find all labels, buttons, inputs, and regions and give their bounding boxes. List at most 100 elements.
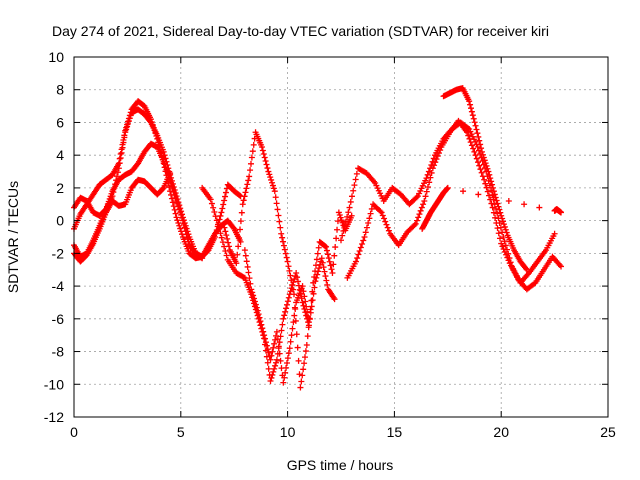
data-point — [124, 123, 131, 130]
data-point — [421, 198, 428, 204]
data-point — [247, 160, 254, 167]
data-point — [251, 295, 258, 302]
data-point — [125, 120, 132, 127]
data-point — [357, 244, 364, 251]
data-point — [505, 198, 512, 204]
data-point — [241, 247, 248, 254]
y-tick-label: -12 — [44, 409, 64, 425]
data-point — [290, 286, 297, 293]
y-tick-label: -10 — [44, 376, 64, 392]
data-point — [318, 255, 325, 262]
data-point — [494, 210, 501, 217]
data-point — [303, 342, 310, 348]
data-point — [498, 240, 505, 247]
data-point — [558, 263, 565, 270]
data-point — [269, 182, 276, 189]
data-point — [475, 159, 482, 166]
data-point — [247, 280, 254, 287]
data-point — [309, 288, 316, 295]
data-point — [475, 191, 482, 198]
data-point — [472, 122, 479, 129]
data-point — [382, 218, 389, 225]
data-point — [426, 179, 433, 186]
data-point — [329, 270, 336, 276]
data-point — [176, 222, 183, 229]
data-point — [312, 262, 319, 269]
data-point — [282, 250, 289, 257]
data-point — [198, 254, 205, 261]
data-point — [313, 256, 320, 263]
data-point — [258, 144, 265, 150]
data-point — [272, 194, 279, 201]
data-point — [277, 357, 284, 364]
data-point — [172, 210, 179, 217]
data-point — [299, 372, 306, 379]
data-point — [221, 197, 228, 204]
data-point — [294, 344, 301, 351]
data-point — [177, 225, 184, 232]
data-point — [307, 306, 314, 313]
data-point — [501, 238, 508, 245]
data-point — [277, 224, 284, 231]
data-point — [423, 188, 430, 195]
data-point — [274, 206, 281, 213]
data-point — [362, 229, 369, 236]
data-point — [495, 230, 502, 237]
data-point — [285, 350, 292, 357]
data-point — [211, 208, 218, 215]
data-point — [385, 227, 392, 234]
plot-frame — [73, 56, 609, 418]
data-point — [248, 154, 255, 161]
data-point — [280, 242, 287, 249]
data-point — [269, 371, 276, 378]
data-point — [489, 184, 496, 191]
data-point — [114, 169, 121, 176]
data-point — [327, 262, 334, 269]
data-point — [270, 368, 277, 375]
data-point — [487, 175, 494, 182]
data-point — [302, 298, 309, 305]
axis-ticks — [73, 56, 609, 418]
data-point — [424, 171, 431, 178]
data-point — [330, 261, 337, 268]
data-point — [435, 150, 442, 157]
data-point — [248, 286, 255, 293]
data-point — [160, 148, 167, 155]
data-point — [316, 265, 323, 272]
data-point — [262, 339, 269, 346]
data-point — [218, 209, 225, 216]
data-point — [502, 226, 509, 233]
data-point — [345, 209, 352, 216]
data-point — [311, 284, 318, 291]
y-tick-label: 0 — [56, 213, 64, 229]
data-point — [283, 301, 290, 308]
data-point — [322, 273, 329, 280]
data-point — [323, 277, 330, 284]
data-point — [304, 308, 311, 315]
data-point — [291, 291, 298, 298]
data-point — [300, 366, 307, 373]
data-point — [264, 359, 271, 366]
data-point — [476, 137, 483, 144]
data-point — [333, 235, 340, 242]
data-point — [169, 199, 176, 206]
data-point — [121, 134, 128, 141]
data-point — [467, 139, 474, 146]
data-point — [412, 220, 419, 227]
data-point — [171, 191, 178, 198]
data-point — [168, 182, 175, 189]
data-point — [478, 148, 485, 155]
data-point — [244, 263, 251, 270]
data-point — [294, 278, 301, 285]
data-point — [267, 378, 274, 384]
data-point — [487, 196, 494, 203]
data-point — [490, 194, 497, 201]
data-point — [242, 252, 249, 259]
data-point — [168, 195, 175, 202]
data-point — [483, 184, 490, 191]
data-point — [415, 214, 422, 221]
data-point — [294, 274, 301, 281]
data-point — [499, 243, 506, 250]
data-point — [246, 275, 253, 282]
